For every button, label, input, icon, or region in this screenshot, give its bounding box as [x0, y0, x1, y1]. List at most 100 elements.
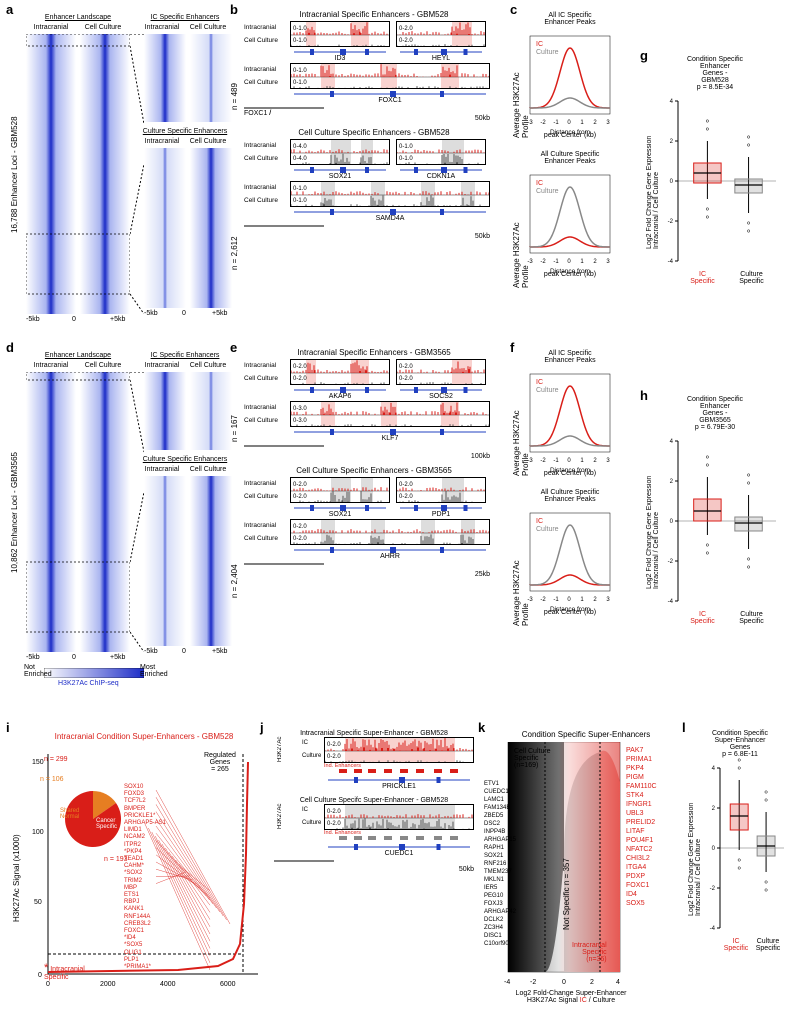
svg-text:0-1.0: 0-1.0 — [293, 186, 307, 192]
svg-text:0-1.0: 0-1.0 — [293, 198, 307, 204]
svg-text:0: 0 — [46, 981, 50, 988]
a-l-ic: Intracranial — [26, 24, 76, 31]
svg-text:IC: IC — [536, 379, 543, 386]
k-title: Condition Specific Super-Enhancers — [490, 730, 682, 739]
svg-text:150: 150 — [32, 759, 44, 766]
svg-text:1: 1 — [580, 597, 584, 603]
i-ylabel: H3K27Ac Signal (x1000) — [12, 812, 21, 922]
svg-text:0-2.0: 0-2.0 — [399, 38, 413, 44]
a-heatmap-cult — [144, 148, 232, 308]
panel-b-label: b — [230, 2, 238, 17]
svg-text:HEYL: HEYL — [432, 55, 450, 61]
svg-text:1: 1 — [580, 120, 584, 126]
svg-text:0-1.0: 0-1.0 — [399, 144, 413, 150]
panel-d-label: d — [6, 340, 14, 355]
svg-text:-4: -4 — [668, 599, 674, 605]
a-zoom-lines — [130, 34, 144, 314]
svg-text:0-2.0: 0-2.0 — [327, 742, 341, 748]
svg-text:-2: -2 — [540, 597, 546, 603]
d-ylabel: 10,862 Enhancer Loci - GBM3565 — [10, 428, 19, 598]
d-l-cc: Cell Culture — [78, 362, 128, 369]
a-l-cc: Cell Culture — [78, 24, 128, 31]
svg-text:4: 4 — [712, 766, 716, 772]
svg-text:0-2.0: 0-2.0 — [327, 754, 341, 760]
svg-text:-2: -2 — [540, 458, 546, 464]
k-cc-genes: ETV1CUEDC1LAMC1FAM134BZBED5DSC2INPP4BARH… — [484, 780, 516, 948]
svg-text:0-2.0: 0-2.0 — [399, 376, 413, 382]
d-xt1: -5kb — [26, 654, 40, 661]
svg-text:0: 0 — [562, 979, 566, 986]
panel-a-label: a — [6, 2, 13, 17]
svg-text:2: 2 — [712, 806, 716, 812]
a-ylabel: 16,788 Enhancer Loci - GBM528 — [10, 90, 19, 260]
svg-text:IC: IC — [536, 180, 543, 187]
a-r2-ic: Intracranial — [140, 138, 184, 145]
d-xt4: -5kb — [144, 648, 158, 655]
a-cultenh: Culture Specific Enhancers — [140, 128, 230, 135]
svg-text:2: 2 — [590, 979, 594, 986]
d-r2-ic: Intracranial — [140, 466, 184, 473]
colorbar: Not Enriched Most Enriched H3K27Ac ChIP-… — [44, 668, 214, 678]
svg-text:SOCS2: SOCS2 — [429, 393, 453, 399]
svg-text:SOX21: SOX21 — [329, 173, 352, 179]
svg-text:-1: -1 — [553, 597, 559, 603]
svg-text:50: 50 — [34, 899, 42, 906]
svg-text:0-1.0: 0-1.0 — [293, 38, 307, 44]
svg-text:4: 4 — [670, 99, 674, 105]
svg-text:-2: -2 — [710, 886, 716, 892]
panel-f-label: f — [510, 340, 514, 355]
svg-text:0-2.0: 0-2.0 — [399, 364, 413, 370]
a-xt3: +5kb — [110, 316, 125, 323]
d-xt2: 0 — [72, 654, 76, 661]
d-r2-cc: Cell Culture — [186, 466, 230, 473]
a-xt5: 0 — [182, 310, 186, 317]
svg-text:0-1.0: 0-1.0 — [293, 80, 307, 86]
svg-text:-2: -2 — [540, 120, 546, 126]
k-cc-label: Cell Culture Specific (n=169) — [514, 748, 551, 769]
d-xt3: +5kb — [110, 654, 125, 661]
panel-g-label: g — [640, 48, 648, 63]
i-piecancer: Cancer Specific — [96, 818, 117, 830]
svg-text:0: 0 — [567, 259, 571, 265]
svg-text:3: 3 — [606, 259, 610, 265]
svg-text:0: 0 — [670, 179, 674, 185]
i-callouts: SOX10FOXD3TCF7L2BMPERPRICKLE1*ARHGAP5-AS… — [124, 784, 254, 984]
k-ns-label: Not Specific n = 357 — [562, 810, 571, 930]
svg-text:PRICKLE1: PRICKLE1 — [382, 783, 416, 789]
svg-text:0: 0 — [567, 458, 571, 464]
k-xlabel: Log2 Fold-Change Super-EnhancerH3K27Ac S… — [506, 990, 636, 1004]
svg-text:-2: -2 — [540, 259, 546, 265]
svg-text:-1: -1 — [553, 458, 559, 464]
i-star: Intracranial Specific — [44, 966, 85, 981]
a-r2-cc: Cell Culture — [186, 138, 230, 145]
i-title: Intracranial Condition Super-Enhancers -… — [24, 732, 264, 741]
svg-text:4: 4 — [616, 979, 620, 986]
svg-text:-1: -1 — [553, 259, 559, 265]
svg-text:-2: -2 — [668, 219, 674, 225]
svg-text:FOXC1: FOXC1 — [378, 97, 401, 103]
svg-text:SOX21: SOX21 — [329, 511, 352, 517]
panel-f: Average H3K27Ac Profile Average H3K27Ac … — [520, 350, 634, 628]
svg-text:Culture: Culture — [536, 387, 559, 394]
svg-text:IC: IC — [536, 41, 543, 48]
svg-text:Culture: Culture — [536, 188, 559, 195]
k-ic-genes: PAK7PRIMA1PKP4PIGMFAM110CSTK4IFNGR1UBL3P… — [626, 746, 657, 908]
cb-label: H3K27Ac ChIP-seq — [58, 680, 119, 687]
svg-text:3: 3 — [606, 120, 610, 126]
panel-l: Condition Specific Super-Enhancer Genes … — [692, 730, 792, 952]
svg-text:0-2.0: 0-2.0 — [327, 809, 341, 815]
svg-text:3: 3 — [606, 458, 610, 464]
svg-text:CUEDC1: CUEDC1 — [385, 850, 414, 856]
panel-c: Average H3K27Ac Profile Average H3K27Ac … — [520, 12, 634, 290]
svg-text:0: 0 — [567, 120, 571, 126]
svg-text:0-2.0: 0-2.0 — [399, 494, 413, 500]
svg-text:1: 1 — [580, 259, 584, 265]
panel-b: Intracranial Specific Enhancers - GBM528… — [244, 10, 504, 240]
panel-k-label: k — [478, 720, 485, 735]
svg-text:2: 2 — [593, 458, 597, 464]
a-icenh: IC Specific Enhancers — [140, 14, 230, 21]
d-enhlandscape: Enhancer Landscape — [26, 352, 130, 359]
svg-text:3: 3 — [606, 597, 610, 603]
svg-text:2000: 2000 — [100, 981, 116, 988]
svg-text:0-2.0: 0-2.0 — [293, 524, 307, 530]
